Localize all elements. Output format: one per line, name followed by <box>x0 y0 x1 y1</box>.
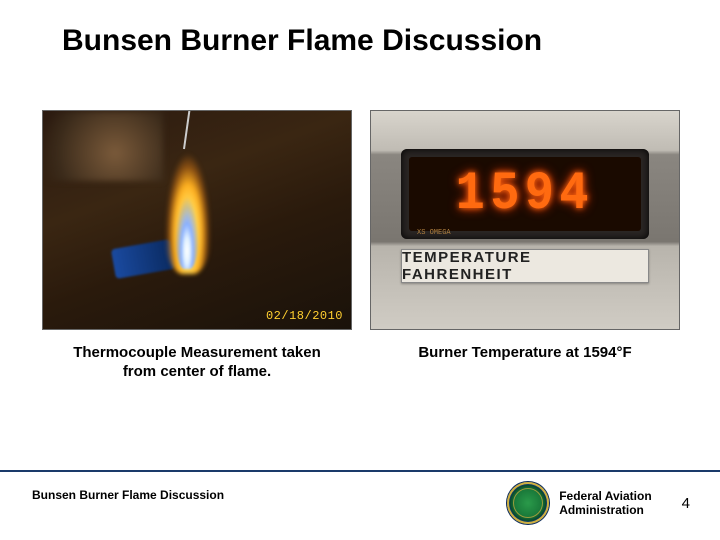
faa-seal-icon <box>507 482 549 524</box>
footer-right: Federal Aviation Administration 4 <box>507 482 690 524</box>
label-strip: TEMPERATURE FAHRENHEIT <box>401 249 649 283</box>
footer-rule <box>0 470 720 472</box>
agency-name: Federal Aviation Administration <box>559 489 651 518</box>
hand-shape <box>43 111 163 181</box>
right-panel: 1594 XS OMEGA TEMPERATURE FAHRENHEIT Bur… <box>370 110 680 382</box>
display-digits: 1594 <box>456 164 594 225</box>
left-panel: 02/18/2010 Thermocouple Measurement take… <box>42 110 352 382</box>
slide-title: Bunsen Burner Flame Discussion <box>62 24 542 58</box>
footer-left-text: Bunsen Burner Flame Discussion <box>32 488 224 502</box>
page-number: 4 <box>682 495 690 512</box>
left-caption-line1: Thermocouple Measurement taken <box>73 344 321 361</box>
content-row: 02/18/2010 Thermocouple Measurement take… <box>42 110 678 382</box>
flame-photo-date: 02/18/2010 <box>266 309 343 323</box>
left-caption-line2: from center of flame. <box>123 363 271 380</box>
agency-line2: Administration <box>559 503 644 517</box>
flame-photo: 02/18/2010 <box>42 110 352 330</box>
readout-photo: 1594 XS OMEGA TEMPERATURE FAHRENHEIT <box>370 110 680 330</box>
display-model-text: XS OMEGA <box>417 229 451 237</box>
display-inner: 1594 <box>409 157 641 231</box>
left-caption: Thermocouple Measurement taken from cent… <box>42 344 352 382</box>
label-strip-text: TEMPERATURE FAHRENHEIT <box>402 249 648 283</box>
flame-core <box>175 179 199 269</box>
agency-line1: Federal Aviation <box>559 489 651 503</box>
footer: Bunsen Burner Flame Discussion Federal A… <box>0 470 720 540</box>
right-caption: Burner Temperature at 1594°F <box>370 344 680 363</box>
